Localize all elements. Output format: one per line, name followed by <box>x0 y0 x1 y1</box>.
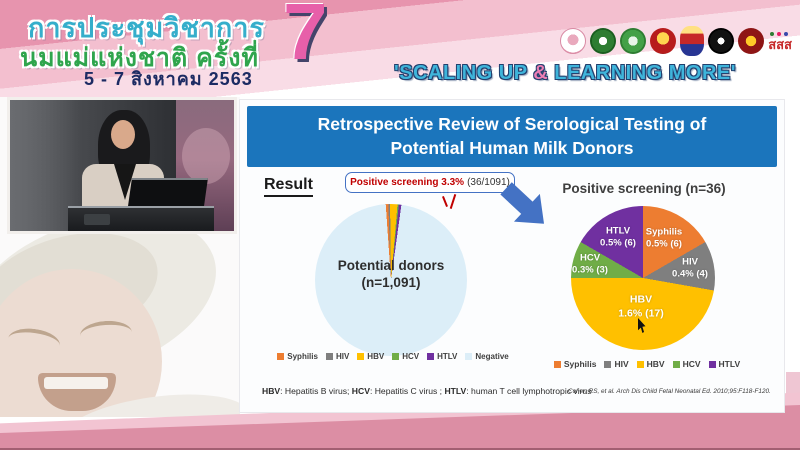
legend-item: HTLV <box>427 352 457 361</box>
slice-label-syphilis: Syphilis 0.5% (6) <box>645 226 683 250</box>
left-pie-center-label: Potential donors (n=1,091) <box>311 258 471 292</box>
legend-item: HTLV <box>708 359 740 369</box>
legend-item: Syphilis <box>277 352 318 361</box>
left-pie-label-line2: (n=1,091) <box>361 274 421 290</box>
edition-number: 7 <box>283 0 328 76</box>
pie-potential-donors <box>315 204 467 356</box>
callout-detail: (36/1091) <box>467 177 510 188</box>
legend-item: HIV <box>325 352 349 361</box>
tagline-close: LEARNING MORE' <box>548 62 737 84</box>
legend-swatch <box>392 353 400 360</box>
green-seal2-logo-icon <box>620 28 647 54</box>
right-pie-legend: Syphilis HIV HBV HCV HTLV <box>552 359 742 369</box>
poster-baby-face <box>182 128 230 184</box>
laptop <box>128 178 208 206</box>
legend-swatch <box>553 360 561 368</box>
callout-highlight: Positive screening 3.3% <box>350 177 465 188</box>
photo-baby-teeth <box>44 377 108 389</box>
abbreviation-footnote: HBV: Hepatitis B virus; HCV: Hepatitis C… <box>262 386 592 396</box>
thai-pagoda-logo-icon <box>650 28 677 54</box>
citation: Cohen RS, et al. Arch Dis Child Fetal Ne… <box>568 388 771 395</box>
mouse-cursor-icon <box>638 318 646 333</box>
event-dates: 5 - 7 สิงหาคม 2563 <box>84 69 253 89</box>
legend-swatch <box>465 353 473 360</box>
podium-tablet <box>84 214 110 225</box>
legend-swatch <box>708 360 716 368</box>
bottom-edge-line <box>0 448 800 450</box>
mother-baby-logo-icon <box>560 28 587 54</box>
red-seal-logo-icon <box>738 28 765 54</box>
legend-item: HBV <box>357 352 384 361</box>
sss-logo: สสส <box>768 31 792 52</box>
legend-swatch <box>672 360 680 368</box>
legend-item: HIV <box>604 359 629 369</box>
legend-swatch <box>357 353 365 360</box>
tagline-open: 'SCALING UP <box>393 62 534 84</box>
legend-item: HBV <box>636 359 665 369</box>
callout-pointer-line <box>449 194 457 209</box>
event-title-line2: นมแม่แห่งชาติ ครั้งที่ <box>20 44 259 72</box>
legend-swatch <box>604 360 612 368</box>
slice-label-hcv: HCV 0.3% (3) <box>572 252 608 276</box>
green-seal-logo-icon <box>590 28 617 54</box>
slide-title-line2: Potential Human Milk Donors <box>390 137 634 158</box>
left-pie-label-line1: Potential donors <box>337 258 445 273</box>
tagline-amp: & <box>533 62 549 84</box>
legend-item: HCV <box>392 352 419 361</box>
partner-logos: สสส <box>560 26 792 56</box>
result-heading: Result <box>264 176 313 197</box>
event-banner: การประชุมวิชาการ นมแม่แห่งชาติ ครั้งที่ … <box>0 0 800 97</box>
black-seal-logo-icon <box>708 28 735 54</box>
callout-pointer-line2 <box>442 196 448 207</box>
legend-item: Negative <box>465 352 509 361</box>
slide-title: Retrospective Review of Serological Test… <box>247 106 777 167</box>
slide-title-line1: Retrospective Review of Serological Test… <box>317 114 707 134</box>
royal-crest-logo-icon <box>680 26 705 56</box>
slice-label-hiv: HIV 0.4% (4) <box>672 256 708 280</box>
event-title-line1: การประชุมวิชาการ <box>28 13 265 43</box>
sss-logo-text: สสส <box>768 36 792 52</box>
legend-swatch <box>325 353 333 360</box>
presenter-face <box>111 120 135 149</box>
left-pie-legend: Syphilis HIV HBV HCV HTLV Negative <box>277 352 509 361</box>
positive-screening-callout: Positive screening 3.3% (36/1091) <box>345 172 515 193</box>
slice-label-htlv: HTLV 0.5% (6) <box>600 225 636 249</box>
legend-item: Syphilis <box>553 359 596 369</box>
legend-swatch <box>277 353 285 360</box>
right-pie-title: Positive screening (n=36) <box>562 181 726 196</box>
legend-swatch <box>427 353 435 360</box>
legend-item: HCV <box>672 359 701 369</box>
legend-swatch <box>636 360 644 368</box>
event-tagline: 'SCALING UP & LEARNING MORE' <box>336 62 794 85</box>
slice-label-hbv: HBV 1.6% (17) <box>618 293 664 319</box>
slide-panel: Retrospective Review of Serological Test… <box>240 100 784 412</box>
presenter-video <box>7 97 237 234</box>
